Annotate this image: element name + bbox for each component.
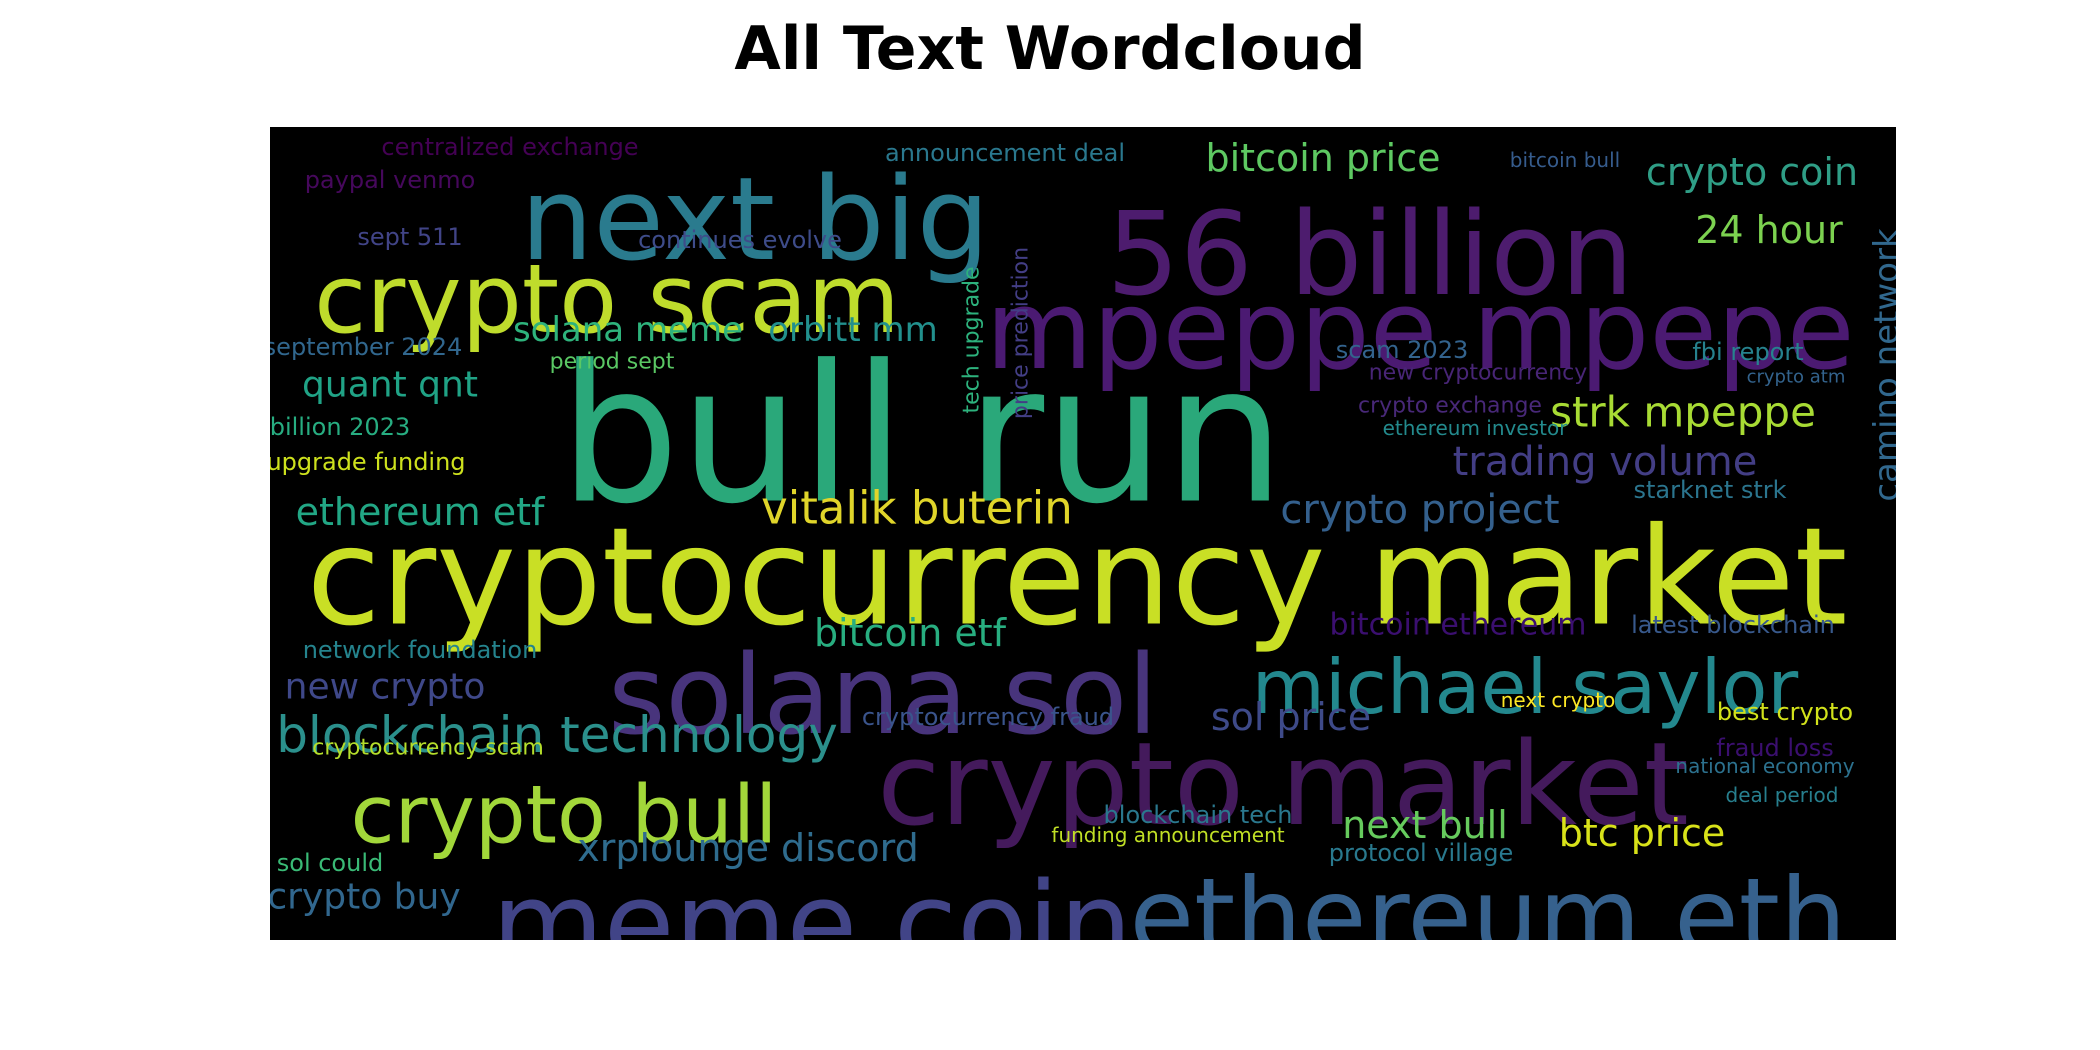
word-upgrade-funding: upgrade funding <box>270 448 466 476</box>
word-vitalik-buterin: vitalik buterin <box>761 482 1073 535</box>
word-bitcoin-price: bitcoin price <box>1205 136 1440 180</box>
word-camino-network: camino network <box>1867 228 1896 502</box>
word-orbitt-mm: orbitt mm <box>768 310 938 350</box>
word-xrplounge-discord: xrplounge discord <box>577 826 918 870</box>
word-crypto-scam: crypto scam <box>314 245 900 355</box>
word-btc-price: btc price <box>1559 811 1726 855</box>
word-sept-511: sept 511 <box>357 223 462 251</box>
word-ethereum-investor: ethereum investor <box>1383 416 1569 440</box>
word-centralized-exchange: centralized exchange <box>381 133 638 161</box>
word-next-crypto: next crypto <box>1501 688 1616 712</box>
word-sol-price: sol price <box>1211 695 1371 739</box>
word-next-big: next big <box>520 153 989 287</box>
word-mpeppe-mpepe: mpeppe mpepe <box>985 266 1854 394</box>
word-crypto-buy: crypto buy <box>270 877 461 918</box>
word-september-2024: september 2024 <box>270 333 462 361</box>
word-protocol-village: protocol village <box>1329 839 1513 867</box>
word-blockchain-technology: blockchain technology <box>276 706 838 764</box>
word-bull-run: bull run <box>559 325 1285 546</box>
word-period-sept: period sept <box>550 350 675 375</box>
word-ethereum-eth: ethereum eth <box>1130 856 1847 940</box>
word-announcement-deal: announcement deal <box>885 139 1125 167</box>
word-crypto-bull: crypto bull <box>351 769 778 862</box>
word-56-billion: 56 billion <box>1107 188 1634 322</box>
word-best-crypto: best crypto <box>1717 698 1853 726</box>
word-bitcoin-ethereum: bitcoin ethereum <box>1330 608 1587 643</box>
word-bitcoin-bull: bitcoin bull <box>1510 148 1620 172</box>
word-cryptocurrency-fraud: cryptocurrency fraud <box>862 703 1114 731</box>
word-crypto-coin: crypto coin <box>1646 150 1858 194</box>
word-strk-mpeppe: strk mpeppe <box>1550 388 1816 437</box>
word-tech-upgrade: tech upgrade <box>960 266 985 413</box>
word-funding-announcement: funding announcement <box>1051 823 1284 847</box>
word-fbi-report: fbi report <box>1692 338 1803 366</box>
word-ethereum-etf: ethereum etf <box>296 490 546 534</box>
word-scam-2023: scam 2023 <box>1336 336 1469 364</box>
word-cryptocurrency-market: cryptocurrency market <box>306 499 1847 656</box>
wordcloud: bull run cryptocurrency market 56 billion m… <box>270 127 1896 940</box>
word-crypto-exchange: crypto exchange <box>1358 394 1542 419</box>
word-24-hour: 24 hour <box>1695 208 1843 252</box>
word-starknet-strk: starknet strk <box>1633 476 1786 504</box>
word-sol-could: sol could <box>277 849 383 877</box>
word-new-cryptocurrency: new cryptocurrency <box>1369 361 1588 386</box>
word-michael-saylor: michael saylor <box>1252 643 1799 731</box>
word-solana-sol: solana sol <box>608 631 1158 759</box>
word-deal-period: deal period <box>1726 783 1839 807</box>
word-bitcoin-etf: bitcoin etf <box>814 611 1008 655</box>
word-meme-coin: meme coin <box>492 858 1133 940</box>
word-solana-meme: solana meme <box>513 310 743 350</box>
word-blockchain-tech: blockchain tech <box>1104 801 1293 829</box>
word-new-crypto: new crypto <box>285 667 486 708</box>
figure-title: All Text Wordcloud <box>734 14 1366 84</box>
word-continues-evolve: continues evolve <box>638 226 842 254</box>
word-crypto-project: crypto project <box>1280 487 1559 533</box>
word-latest-blockchain: latest blockchain <box>1631 611 1835 639</box>
word-national-economy: national economy <box>1675 754 1854 778</box>
word-paypal-venmo: paypal venmo <box>305 166 476 194</box>
word-fraud-loss: fraud loss <box>1716 734 1833 762</box>
word-next-bull: next bull <box>1342 803 1508 847</box>
word-price-prediction: price prediction <box>1009 247 1034 419</box>
word-billion-2023: billion 2023 <box>270 413 410 441</box>
word-crypto-market: crypto market <box>877 718 1689 852</box>
word-crypto-atm: crypto atm <box>1747 367 1846 388</box>
word-network-foundation: network foundation <box>303 636 538 664</box>
word-quant-qnt: quant qnt <box>302 365 478 406</box>
word-trading-volume: trading volume <box>1453 439 1758 485</box>
word-cryptocurrency-scam: cryptocurrency scam <box>312 736 544 761</box>
